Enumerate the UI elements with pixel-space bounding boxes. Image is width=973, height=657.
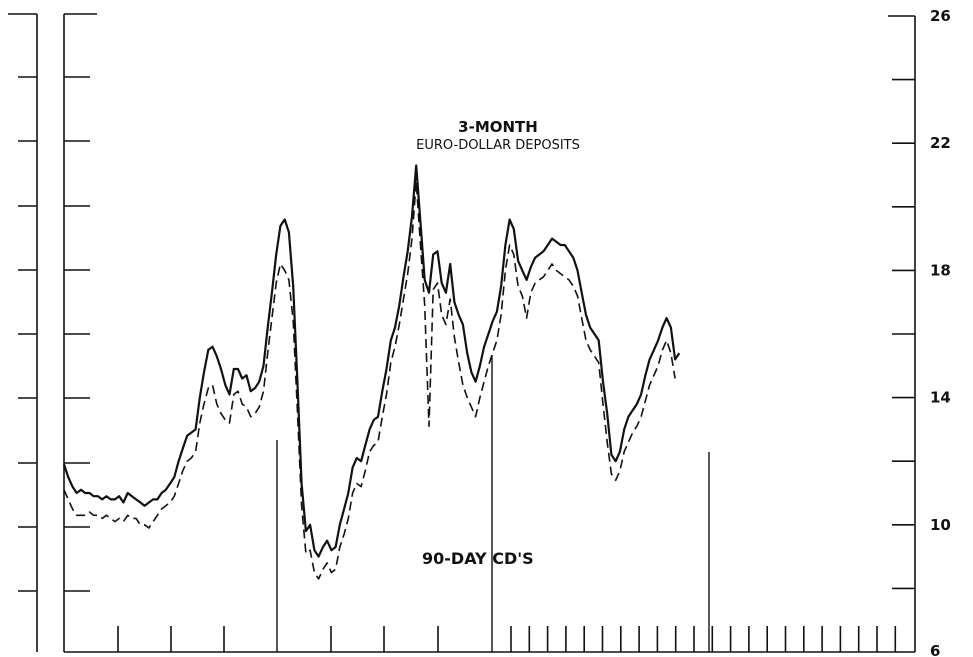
annotation-90-day-cds: 90-DAY CD'S	[422, 549, 534, 568]
annotation-euro-dollar-deposits: EURO-DOLLAR DEPOSITS	[416, 138, 580, 153]
series-line-90-day-cd	[63, 180, 676, 580]
y-tick-label: 22	[930, 134, 951, 152]
y-tick-label: 18	[930, 261, 951, 279]
annotation-3-month: 3-MONTH	[458, 118, 538, 136]
series-group	[62, 164, 681, 580]
y-tick-label: 6	[930, 642, 940, 657]
y-tick-label: 10	[930, 516, 951, 534]
y-tick-labels: 6 10 14 18 22 26	[930, 7, 951, 657]
y-tick-label: 26	[930, 7, 951, 25]
series-line-euro-dollar	[62, 164, 681, 558]
reference-lines	[276, 355, 710, 652]
y-tick-label: 14	[930, 389, 951, 407]
axes	[8, 13, 916, 653]
